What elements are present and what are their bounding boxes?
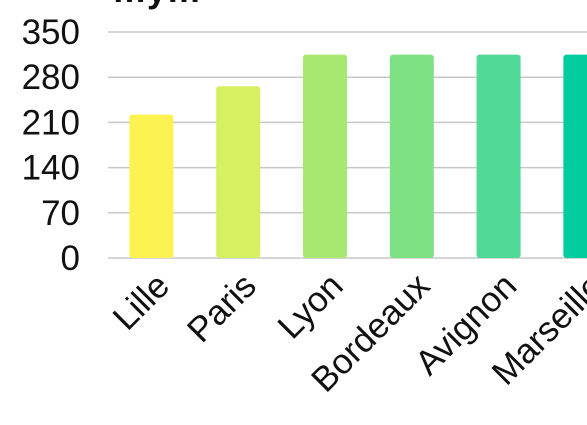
- y-tick-label: 70: [41, 194, 80, 233]
- bar-bordeaux: [389, 54, 434, 258]
- y-tick-label: 280: [22, 58, 80, 97]
- bars: [129, 54, 587, 259]
- y-tick-label: 140: [22, 149, 80, 188]
- bar-marseille: [563, 54, 587, 258]
- x-tick-label: Lyon: [270, 266, 350, 346]
- x-tick-label: Lille: [105, 266, 177, 338]
- bar-lille: [129, 114, 174, 258]
- y-axis-ticks: 0 70 140 210 280 350: [22, 13, 80, 278]
- bar-lyon: [303, 54, 347, 258]
- y-tick-label: 0: [61, 239, 80, 278]
- bar-avignon: [476, 54, 521, 258]
- y-tick-label: 210: [22, 103, 80, 142]
- y-tick-label: 350: [22, 13, 80, 52]
- x-tick-label: Paris: [180, 266, 264, 350]
- bar-paris: [216, 86, 261, 259]
- chart-title: …y…: [112, 0, 201, 10]
